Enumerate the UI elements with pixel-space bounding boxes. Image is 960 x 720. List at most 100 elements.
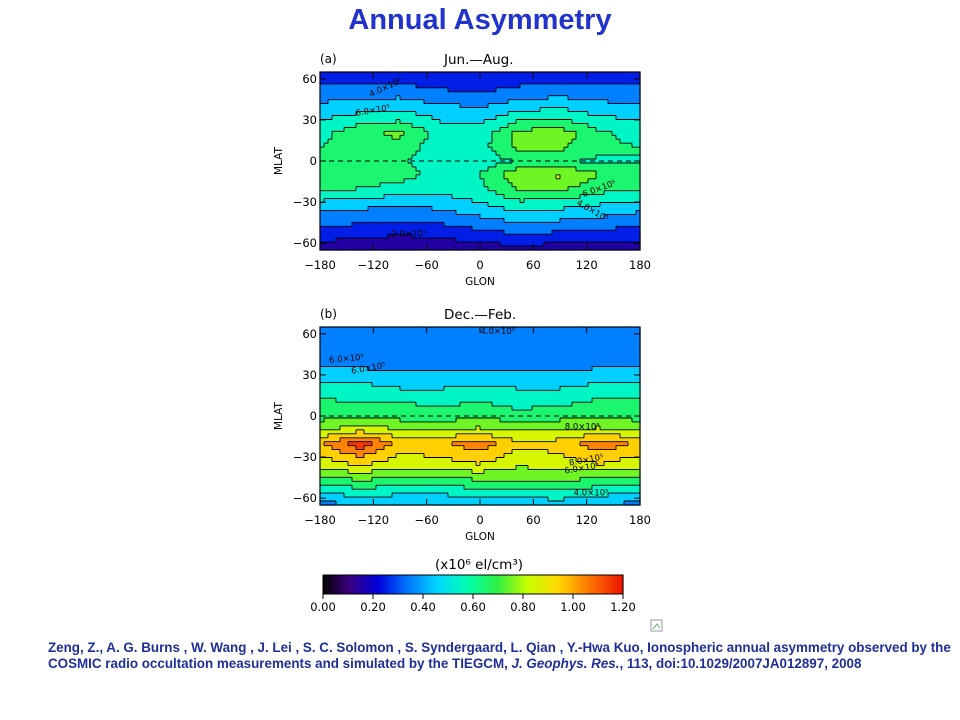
- heatmap-cell: [612, 166, 617, 172]
- heatmap-cell: [332, 226, 337, 231]
- heatmap-cell: [516, 103, 521, 109]
- heatmap-cell: [400, 370, 405, 376]
- heatmap-cell: [384, 174, 389, 180]
- heatmap-cell: [324, 119, 329, 125]
- heatmap-cell: [584, 159, 589, 164]
- heatmap-cell: [432, 83, 437, 89]
- heatmap-cell: [524, 139, 529, 144]
- heatmap-cell: [596, 182, 601, 188]
- heatmap-cell: [580, 202, 585, 208]
- heatmap-cell: [588, 103, 593, 109]
- heatmap-cell: [528, 374, 533, 380]
- heatmap-cell: [488, 139, 493, 144]
- heatmap-cell: [436, 87, 441, 93]
- heatmap-cell: [452, 390, 457, 395]
- heatmap-cell: [540, 111, 545, 117]
- heatmap-cell: [528, 206, 533, 212]
- heatmap-cell: [604, 330, 609, 336]
- heatmap-cell: [608, 155, 613, 160]
- heatmap-cell: [600, 358, 605, 364]
- heatmap-cell: [624, 342, 629, 348]
- heatmap-cell: [412, 194, 417, 200]
- heatmap-cell: [628, 87, 633, 93]
- heatmap-cell: [608, 139, 613, 144]
- heatmap-cell: [476, 230, 481, 235]
- heatmap-cell: [452, 214, 457, 219]
- heatmap-cell: [428, 83, 433, 89]
- heatmap-cell: [444, 166, 449, 172]
- heatmap-cell: [356, 103, 361, 109]
- heatmap-cell: [604, 226, 609, 231]
- heatmap-cell: [512, 214, 517, 219]
- heatmap-cell: [416, 382, 421, 387]
- heatmap-cell: [392, 178, 397, 184]
- heatmap-cell: [612, 334, 617, 340]
- heatmap-cell: [580, 222, 585, 227]
- heatmap-cell: [576, 378, 581, 383]
- heatmap-cell: [620, 374, 625, 380]
- heatmap-cell: [448, 182, 453, 188]
- heatmap-cell: [436, 182, 441, 188]
- heatmap-cell: [360, 99, 365, 105]
- heatmap-cell: [392, 390, 397, 395]
- heatmap-cell: [432, 378, 437, 383]
- heatmap-cell: [504, 107, 509, 113]
- heatmap-cell: [404, 230, 409, 235]
- heatmap-cell: [320, 202, 325, 208]
- heatmap-cell: [424, 206, 429, 212]
- heatmap-cell: [484, 103, 489, 109]
- heatmap-cell: [612, 354, 617, 360]
- heatmap-cell: [328, 330, 333, 336]
- heatmap-cell: [356, 338, 361, 344]
- heatmap-cell: [480, 342, 485, 348]
- heatmap-cell: [484, 99, 489, 105]
- heatmap-cell: [460, 214, 465, 219]
- heatmap-cell: [408, 378, 413, 383]
- heatmap-cell: [484, 374, 489, 380]
- heatmap-cell: [600, 342, 605, 348]
- heatmap-cell: [492, 226, 497, 231]
- heatmap-cell: [452, 230, 457, 235]
- heatmap-cell: [520, 99, 525, 105]
- heatmap-cell: [396, 83, 401, 89]
- heatmap-cell: [464, 370, 469, 376]
- heatmap-cell: [516, 147, 521, 152]
- heatmap-cell: [380, 182, 385, 188]
- heatmap-cell: [520, 155, 525, 160]
- heatmap-cell: [400, 330, 405, 336]
- heatmap-cell: [624, 178, 629, 184]
- heatmap-cell: [568, 214, 573, 219]
- heatmap-cell: [560, 382, 565, 387]
- heatmap-cell: [320, 382, 325, 387]
- heatmap-cell: [344, 186, 349, 192]
- heatmap-cell: [540, 386, 545, 391]
- heatmap-cell: [476, 386, 481, 391]
- heatmap-cell: [500, 123, 505, 128]
- heatmap-cell: [388, 382, 393, 387]
- heatmap-cell: [440, 83, 445, 89]
- heatmap-cell: [472, 206, 477, 212]
- heatmap-cell: [364, 131, 369, 136]
- heatmap-cell: [468, 194, 473, 200]
- heatmap-cell: [548, 354, 553, 360]
- heatmap-cell: [496, 155, 501, 160]
- heatmap-cell: [512, 155, 517, 160]
- heatmap-cell: [620, 362, 625, 368]
- heatmap-cell: [496, 190, 501, 196]
- heatmap-cell: [468, 338, 473, 344]
- heatmap-cell: [328, 91, 333, 97]
- heatmap-cell: [328, 226, 333, 231]
- heatmap-cell: [376, 226, 381, 231]
- heatmap-cell: [444, 147, 449, 152]
- heatmap-cell: [608, 75, 613, 81]
- heatmap-cell: [536, 135, 541, 140]
- heatmap-cell: [456, 127, 461, 132]
- heatmap-cell: [380, 338, 385, 344]
- heatmap-cell: [532, 111, 537, 117]
- heatmap-cell: [380, 378, 385, 383]
- heatmap-cell: [344, 382, 349, 387]
- heatmap-cell: [620, 131, 625, 136]
- heatmap-cell: [320, 378, 325, 383]
- heatmap-cell: [548, 374, 553, 380]
- heatmap-cell: [616, 350, 621, 356]
